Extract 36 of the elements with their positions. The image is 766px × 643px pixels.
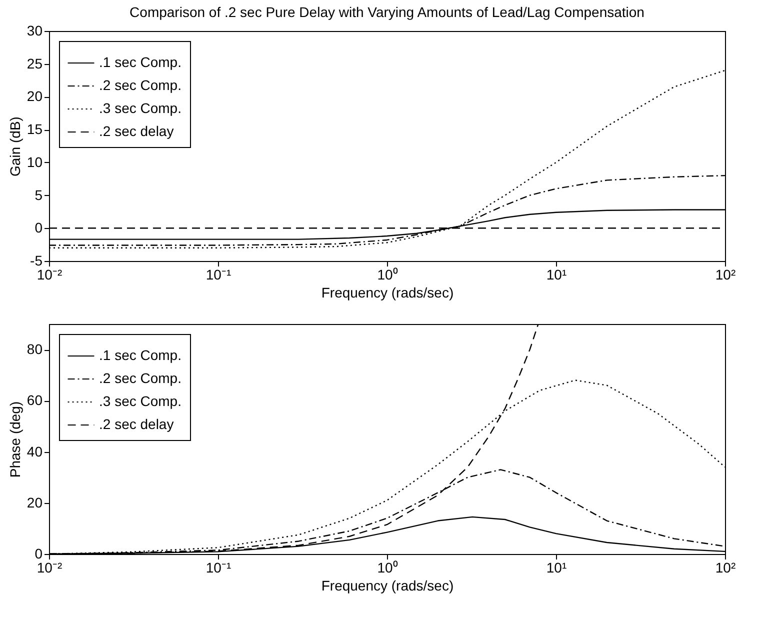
y-tick-label: 60 <box>26 392 43 408</box>
y-tick-label: 40 <box>26 443 43 460</box>
x-tick-label: 10⁻¹ <box>206 560 232 576</box>
x-tick-label: 10² <box>715 266 736 282</box>
y-tick-label: 25 <box>26 55 43 72</box>
legend-label: .2 sec Comp. <box>99 77 182 93</box>
legend-label: .2 sec Comp. <box>99 370 182 386</box>
x-tick-label: 10⁻¹ <box>206 266 232 282</box>
y-tick-label: 10 <box>26 154 43 170</box>
y-tick-label: 20 <box>26 88 43 104</box>
y-tick-label: 80 <box>26 341 43 358</box>
y-tick-label: 0 <box>34 546 43 562</box>
y-axis-title: Gain (dB) <box>6 116 23 176</box>
legend-label: .3 sec Comp. <box>99 393 182 409</box>
x-tick-label: 10⁰ <box>377 560 398 576</box>
x-tick-label: 10² <box>715 560 736 576</box>
x-tick-label: 10¹ <box>546 266 567 282</box>
y-tick-label: 0 <box>34 220 43 236</box>
legend-label: .1 sec Comp. <box>99 347 182 363</box>
legend-label: .3 sec Comp. <box>99 100 182 116</box>
y-tick-label: -5 <box>30 252 43 268</box>
y-tick-label: 15 <box>26 121 43 138</box>
legend-label: .2 sec delay <box>99 123 174 139</box>
chart-title: Comparison of .2 sec Pure Delay with Varying Amounts of Lead/Lag Compensation <box>130 4 644 20</box>
x-axis-title: Frequency (rads/sec) <box>321 284 454 300</box>
y-tick-label: 20 <box>26 494 43 510</box>
legend-label: .2 sec delay <box>99 416 174 432</box>
x-tick-label: 10⁰ <box>377 266 398 282</box>
y-tick-label: 5 <box>34 186 43 203</box>
legend-label: .1 sec Comp. <box>99 54 182 70</box>
x-tick-label: 10⁻² <box>36 560 62 576</box>
y-axis-title: Phase (deg) <box>6 401 23 478</box>
x-axis-title: Frequency (rads/sec) <box>321 578 454 594</box>
x-tick-label: 10⁻² <box>36 266 62 282</box>
y-tick-label: 30 <box>26 22 43 38</box>
x-tick-label: 10¹ <box>546 560 567 576</box>
